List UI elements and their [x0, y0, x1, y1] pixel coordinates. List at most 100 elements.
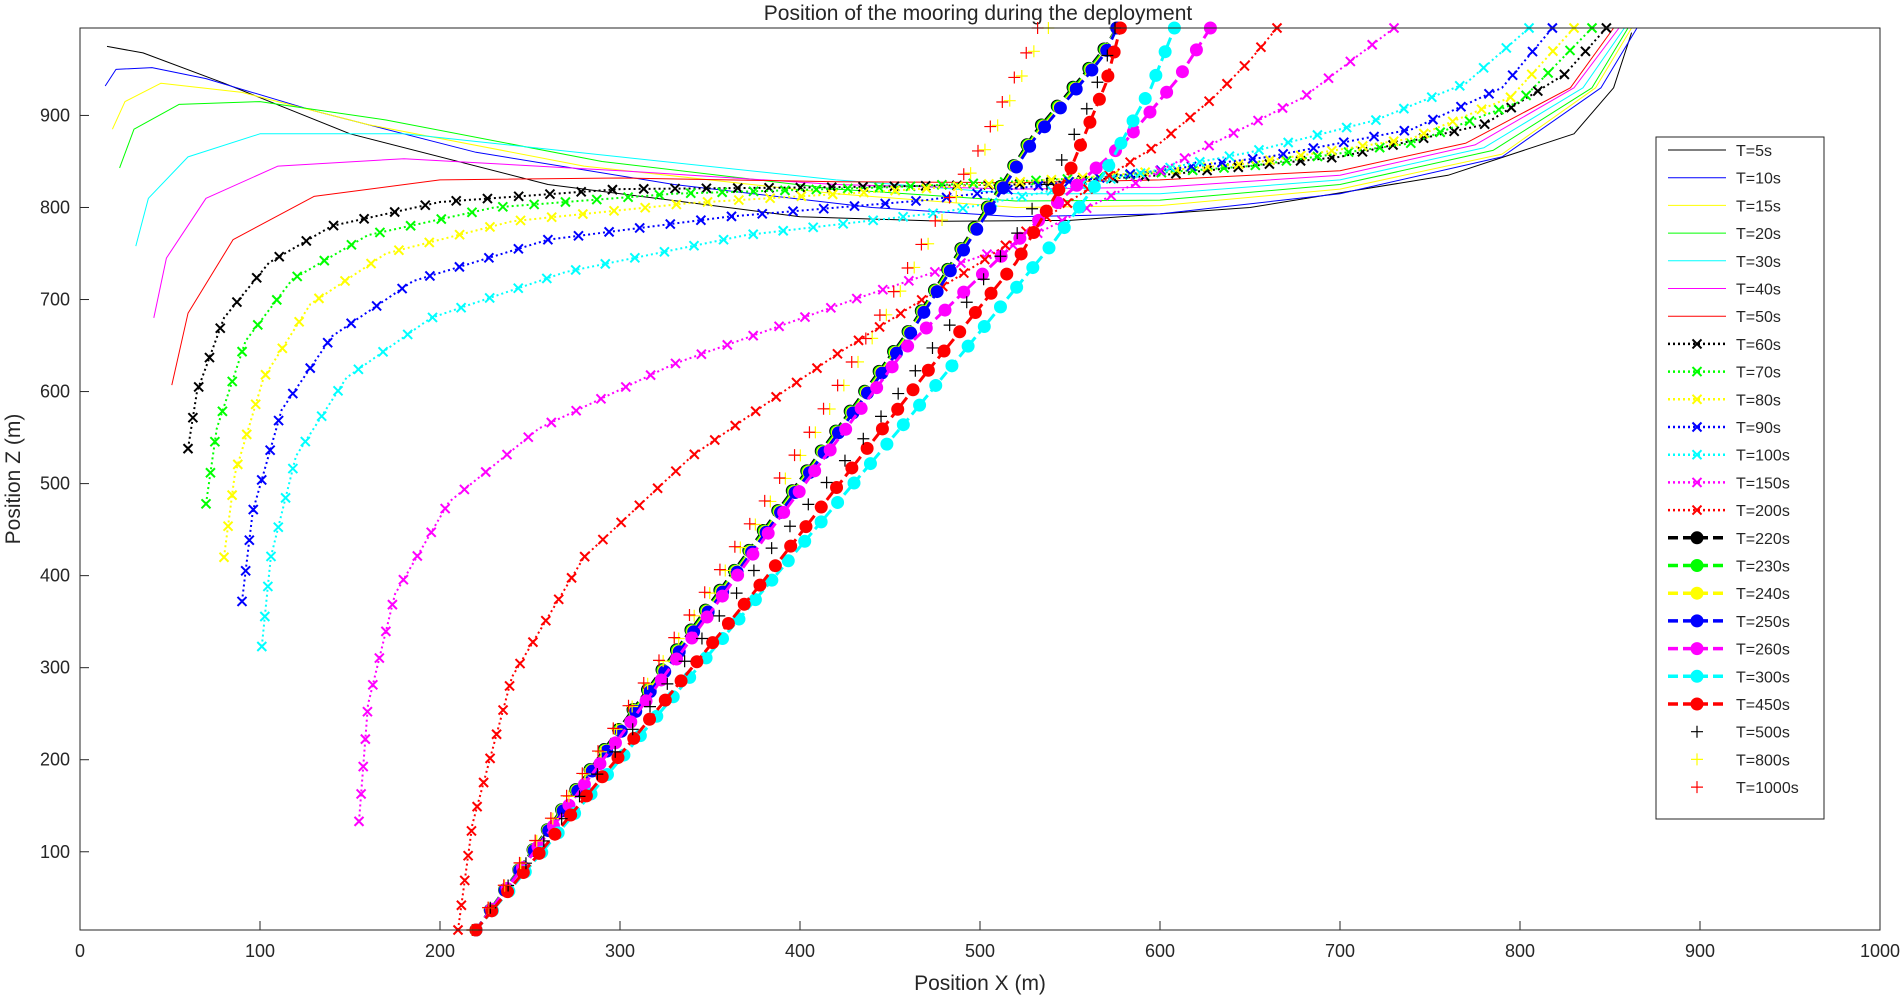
y-axis-ticks: 100 200 300 400 500 600 700 800 900: [40, 105, 89, 862]
marker-t-90s: [695, 214, 707, 226]
marker-t-450s: [1039, 204, 1053, 218]
marker-t-60s: [1559, 69, 1570, 80]
marker-t-80s: [222, 520, 234, 532]
marker-t-90s: [849, 200, 860, 212]
marker-t-1000s: [529, 834, 542, 847]
marker-t-80s: [232, 459, 243, 470]
marker-t-1000s: [513, 856, 526, 869]
marker-t-450s: [1052, 183, 1066, 197]
marker-t-450s: [799, 520, 813, 534]
legend-label-t-50s: T=50s: [1736, 309, 1781, 326]
marker-t-150s: [501, 449, 513, 460]
marker-t-70s: [291, 271, 303, 282]
marker-t-70s: [811, 184, 822, 195]
marker-t-800s: [964, 167, 977, 180]
marker-t-80s: [858, 187, 870, 198]
marker-t-90s: [573, 230, 584, 242]
marker-t-1000s: [845, 355, 858, 368]
marker-t-150s: [570, 405, 582, 416]
marker-t-90s: [1427, 114, 1439, 125]
marker-t-150s: [1345, 56, 1356, 67]
marker-t-100s: [1341, 122, 1352, 133]
marker-t-200s: [478, 777, 489, 788]
marker-t-450s: [984, 286, 998, 300]
marker-t-70s: [1542, 67, 1554, 79]
marker-t-250s: [904, 326, 918, 340]
marker-t-200s: [874, 321, 885, 333]
marker-t-70s: [227, 376, 238, 387]
marker-t-260s: [901, 339, 915, 353]
marker-t-260s: [938, 303, 952, 317]
marker-t-260s: [670, 652, 684, 666]
series-line-t-90s: [241, 27, 1554, 602]
marker-t-260s: [1143, 105, 1157, 119]
marker-t-100s: [259, 611, 271, 622]
legend-marker-t-150s: [1691, 477, 1703, 488]
legend-marker-t-250s: [1690, 614, 1704, 628]
marker-t-200s: [459, 875, 470, 886]
marker-t-450s: [921, 363, 935, 377]
marker-t-70s: [436, 213, 447, 225]
series-t-450s: [469, 21, 1127, 937]
marker-t-260s: [1175, 65, 1189, 79]
marker-t-260s: [823, 443, 837, 457]
marker-t-250s: [957, 243, 971, 257]
marker-t-150s: [825, 302, 837, 314]
marker-t-450s: [891, 402, 905, 416]
marker-t-150s: [799, 311, 811, 323]
marker-t-800s: [703, 587, 716, 600]
marker-t-800s: [610, 723, 623, 736]
marker-t-1000s: [972, 144, 984, 157]
marker-t-80s: [250, 399, 261, 410]
legend-item-t-90s: T=90s: [1668, 420, 1781, 437]
marker-t-150s: [459, 484, 470, 495]
marker-t-60s: [1580, 46, 1591, 57]
marker-t-450s: [643, 712, 657, 726]
marker-t-800s: [1027, 45, 1040, 58]
marker-t-90s: [396, 283, 408, 294]
marker-t-90s: [818, 203, 829, 214]
marker-t-100s: [332, 385, 344, 396]
marker-t-60s: [251, 272, 262, 284]
marker-t-500s: [1055, 153, 1068, 166]
marker-t-1000s: [773, 472, 786, 485]
marker-t-250s: [970, 222, 984, 236]
marker-t-80s: [639, 202, 651, 213]
legend-item-t-500s: T=500s: [1691, 725, 1790, 742]
marker-t-80s: [365, 258, 377, 269]
marker-t-70s: [968, 178, 979, 189]
marker-t-1000s: [482, 901, 495, 914]
marker-t-150s: [1203, 140, 1215, 151]
marker-t-200s: [853, 335, 864, 346]
marker-t-90s: [322, 337, 333, 348]
marker-t-80s: [1295, 150, 1307, 161]
marker-t-1000s: [915, 238, 928, 251]
marker-t-70s: [405, 220, 416, 231]
marker-t-70s: [842, 183, 853, 194]
marker-t-260s: [731, 568, 745, 582]
marker-t-80s: [1388, 136, 1399, 147]
marker-t-250s: [1085, 63, 1099, 77]
marker-t-300s: [1158, 45, 1172, 59]
marker-t-90s: [244, 534, 255, 546]
series-line-t-5s: [106, 32, 1633, 222]
marker-t-500s: [713, 609, 726, 622]
marker-t-150s: [722, 339, 733, 351]
marker-t-1000s: [1008, 71, 1021, 84]
marker-t-500s: [838, 454, 851, 467]
marker-t-150s: [1154, 165, 1166, 176]
marker-t-200s: [491, 729, 502, 740]
marker-t-80s: [1447, 116, 1458, 127]
marker-t-450s: [721, 616, 735, 630]
marker-t-800s: [734, 541, 747, 554]
legend-label-t-250s: T=250s: [1736, 614, 1790, 631]
marker-t-60s: [1233, 162, 1244, 173]
marker-t-300s: [831, 495, 845, 509]
marker-t-100s: [265, 551, 277, 562]
marker-t-80s: [1547, 45, 1559, 57]
marker-t-200s: [540, 615, 552, 626]
marker-t-800s: [688, 609, 701, 622]
marker-t-500s: [626, 723, 639, 736]
legend-item-t-80s: T=80s: [1668, 392, 1781, 409]
marker-t-800s: [749, 518, 762, 531]
